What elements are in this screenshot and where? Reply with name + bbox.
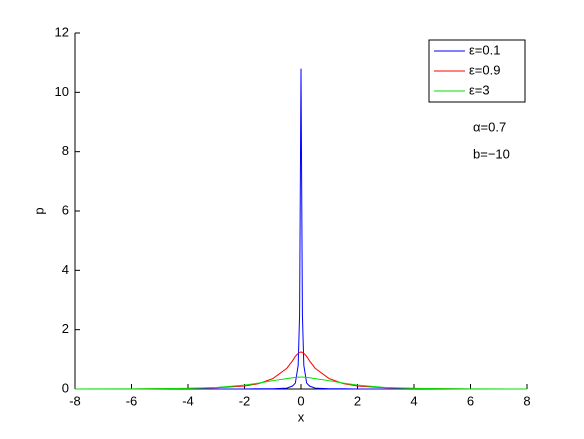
x-tick-label: 6: [467, 393, 474, 408]
series-line: [75, 351, 527, 390]
y-tick-label: 2: [62, 321, 69, 336]
x-tick-label: -6: [126, 393, 138, 408]
annotation: b=−10: [473, 146, 510, 161]
x-tick-label: -2: [239, 393, 251, 408]
y-tick-label: 4: [62, 262, 69, 277]
series-line: [74, 376, 528, 390]
x-tick-label: -4: [182, 393, 194, 408]
x-tick-label: 0: [297, 393, 304, 408]
legend-label: ε=0.1: [469, 42, 500, 57]
annotation: α=0.7: [473, 119, 506, 134]
y-axis-label: p: [31, 207, 46, 214]
y-tick-label: 10: [55, 84, 69, 99]
legend-label: ε=3: [469, 82, 490, 97]
series-line: [75, 68, 527, 390]
x-tick-label: 2: [354, 393, 361, 408]
y-tick-label: 12: [55, 24, 69, 39]
x-axis-label: x: [298, 409, 305, 424]
legend-label: ε=0.9: [469, 62, 500, 77]
x-tick-label: 4: [410, 393, 417, 408]
x-tick-label: -8: [69, 393, 81, 408]
y-tick-label: 6: [62, 202, 69, 217]
x-tick-label: 8: [523, 393, 530, 408]
y-tick-label: 0: [62, 380, 69, 395]
y-tick-label: 8: [62, 143, 69, 158]
